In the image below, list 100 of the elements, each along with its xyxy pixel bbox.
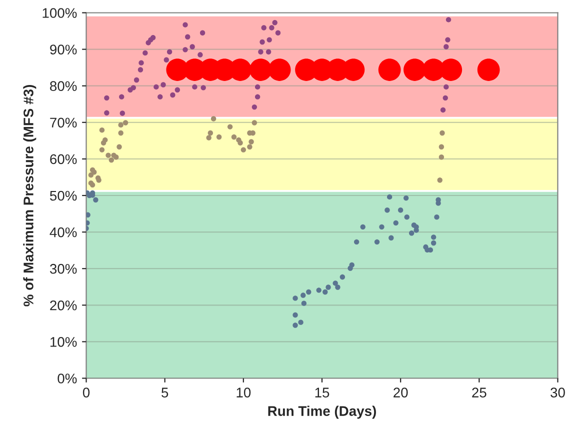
point xyxy=(393,220,398,226)
point xyxy=(446,17,452,22)
point xyxy=(206,135,212,140)
point xyxy=(102,137,108,143)
point xyxy=(96,178,102,183)
point xyxy=(438,154,444,160)
point xyxy=(340,274,346,280)
point xyxy=(216,134,222,140)
point xyxy=(374,239,380,245)
point xyxy=(248,139,254,144)
point xyxy=(254,94,260,100)
point xyxy=(300,292,306,298)
point xyxy=(134,77,140,83)
x-tick-label: 25 xyxy=(472,388,486,398)
point xyxy=(360,224,366,230)
x-tick-label: 20 xyxy=(394,388,408,398)
y-tick-label: 0% xyxy=(58,374,77,384)
point xyxy=(99,147,105,152)
point xyxy=(398,208,404,213)
point xyxy=(332,280,338,286)
point xyxy=(86,212,90,218)
point xyxy=(258,49,264,54)
y-tick-label: 90% xyxy=(50,44,77,54)
point xyxy=(182,22,188,28)
y-tick-label: 10% xyxy=(50,337,77,347)
point xyxy=(99,127,105,133)
y-tick-label: 20% xyxy=(50,300,77,310)
point xyxy=(93,197,98,202)
point xyxy=(198,52,203,58)
point xyxy=(298,320,304,325)
point xyxy=(154,84,159,90)
point xyxy=(208,130,214,136)
x-tick-label: 0 xyxy=(82,388,90,398)
point xyxy=(322,289,328,295)
point xyxy=(118,122,124,128)
x-tick-label: 15 xyxy=(315,388,330,398)
point xyxy=(434,214,440,220)
point xyxy=(182,47,188,52)
point xyxy=(158,94,163,100)
point xyxy=(106,152,111,158)
point xyxy=(116,144,122,150)
point xyxy=(114,154,119,160)
point xyxy=(138,60,144,66)
y-tick-label: 80% xyxy=(50,81,77,92)
y-tick-label: 70% xyxy=(50,118,77,128)
point xyxy=(104,95,110,101)
x-tick-label: 10 xyxy=(236,388,251,398)
point xyxy=(269,25,274,30)
point xyxy=(335,284,340,290)
point xyxy=(306,289,312,295)
point xyxy=(384,208,390,213)
point xyxy=(138,67,144,72)
point xyxy=(292,322,298,328)
point xyxy=(275,30,281,36)
point xyxy=(404,214,410,220)
point xyxy=(252,120,258,126)
point xyxy=(261,25,266,30)
point xyxy=(122,120,128,126)
point xyxy=(200,30,206,36)
point xyxy=(108,157,114,163)
point xyxy=(438,144,444,150)
point xyxy=(301,300,307,306)
point xyxy=(266,49,272,54)
point xyxy=(142,50,148,56)
x-tick-label: 30 xyxy=(550,388,565,398)
point xyxy=(254,84,260,90)
point xyxy=(349,262,354,268)
point xyxy=(118,130,124,136)
x-tick-label: 5 xyxy=(162,388,168,398)
point xyxy=(130,85,136,90)
point xyxy=(240,147,246,152)
point xyxy=(440,130,445,136)
point xyxy=(403,195,409,201)
point xyxy=(92,170,97,175)
point xyxy=(386,194,392,200)
point xyxy=(316,288,322,293)
point xyxy=(388,235,394,240)
point xyxy=(444,44,449,50)
point xyxy=(210,116,216,122)
point xyxy=(252,104,258,110)
point xyxy=(227,124,233,130)
point xyxy=(185,34,190,40)
point xyxy=(430,234,436,240)
point xyxy=(120,110,125,116)
point xyxy=(190,44,195,50)
y-tick-label: 30% xyxy=(50,264,77,274)
point xyxy=(192,84,198,90)
point xyxy=(200,85,206,90)
point xyxy=(164,57,170,62)
point xyxy=(119,94,124,100)
point xyxy=(160,82,166,88)
point xyxy=(445,37,450,42)
point xyxy=(292,312,298,318)
point xyxy=(326,284,331,290)
point xyxy=(440,107,446,113)
point xyxy=(379,224,384,230)
point xyxy=(437,178,442,183)
y-tick-label: 60% xyxy=(50,154,77,164)
point xyxy=(442,95,448,101)
point xyxy=(238,140,243,146)
